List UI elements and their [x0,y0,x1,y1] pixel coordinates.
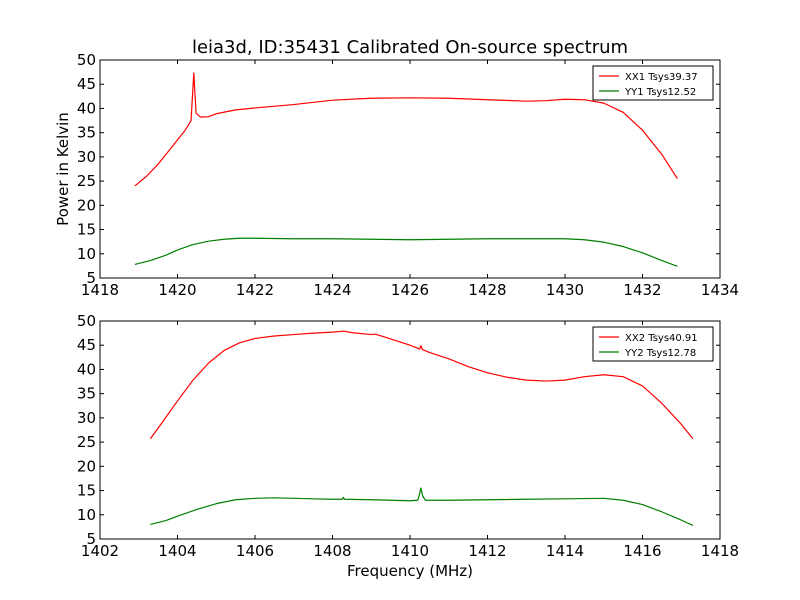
y-tick-label: 25 [77,172,96,190]
y-tick-label: 30 [77,148,96,166]
chart-panel-2: 1402 1404 1406 1408 1410 1412 1414 1416 1418 5 10 1… [77,312,739,580]
legend-entry: XX1 Tsys39.37 [625,72,698,83]
y-tick-label: 45 [77,75,96,93]
x-tick-label: 1432 [623,281,661,299]
y-tick-label: 50 [77,51,96,69]
y-tick-label: 35 [77,385,96,403]
x-tick-label: 1414 [546,542,584,560]
series-line-xx1 [134,72,678,187]
series-line-yy2 [150,487,694,526]
y-tick-label: 10 [77,245,96,263]
y-tick-label: 40 [77,360,96,378]
legend-box [592,326,714,362]
y-tick-label: 50 [77,312,96,330]
x-tick-label: 1428 [468,281,506,299]
y-tick-label: 20 [77,196,96,214]
x-tick-label: 1402 [81,542,119,560]
x-axis-label: Frequency (MHz) [347,562,473,580]
y-tick-label: 10 [77,506,96,524]
y-tick-label: 35 [77,124,96,142]
x-tick-label: 1418 [701,542,739,560]
x-tick-label: 1426 [391,281,429,299]
x-tick-label: 1416 [623,542,661,560]
chart-panels: 1418 1420 1422 1424 1426 1428 1430 1432 14345101… [54,51,739,580]
y-tick-label: 45 [77,336,96,354]
x-tick-label: 1410 [391,542,429,560]
y-axis-label: Power in Kelvin [54,112,72,226]
x-tick-label: 1404 [158,542,196,560]
legend-entry: XX2 Tsys40.91 [625,333,698,344]
series-line-xx2 [149,330,694,440]
y-tick-label: 20 [77,457,96,475]
x-tick-label: 1424 [313,281,351,299]
x-tick-label: 1430 [546,281,584,299]
y-tick-label: 15 [77,221,96,239]
x-tick-label: 1434 [701,281,739,299]
x-tick-label: 1418 [81,281,119,299]
legend-entry: YY1 Tsys12.52 [624,87,696,98]
legend: XX2 Tsys40.91 YY2 Tsys12.78 [592,326,714,362]
x-tick-label: 1406 [236,542,274,560]
chart-panel-1: 1418 1420 1422 1424 1426 1428 1430 1432 1434 5 10 1… [54,51,739,299]
y-tick-label: 30 [77,409,96,427]
chart-title: leia3d, ID:35431 Calibrated On-source sp… [192,37,628,58]
y-tick-label: 25 [77,433,96,451]
y-tick-label: 5 [86,269,96,287]
y-tick-label: 40 [77,99,96,117]
y-tick-label: 5 [86,530,96,548]
x-tick-label: 1422 [236,281,274,299]
legend-entry: YY2 Tsys12.78 [624,348,696,359]
x-tick-label: 1412 [468,542,506,560]
legend-box [592,65,714,101]
legend: XX1 Tsys39.37 YY1 Tsys12.52 [592,65,714,101]
x-tick-label: 1420 [158,281,196,299]
x-tick-label: 1408 [313,542,351,560]
y-tick-label: 15 [77,482,96,500]
series-line-yy1 [134,237,678,267]
